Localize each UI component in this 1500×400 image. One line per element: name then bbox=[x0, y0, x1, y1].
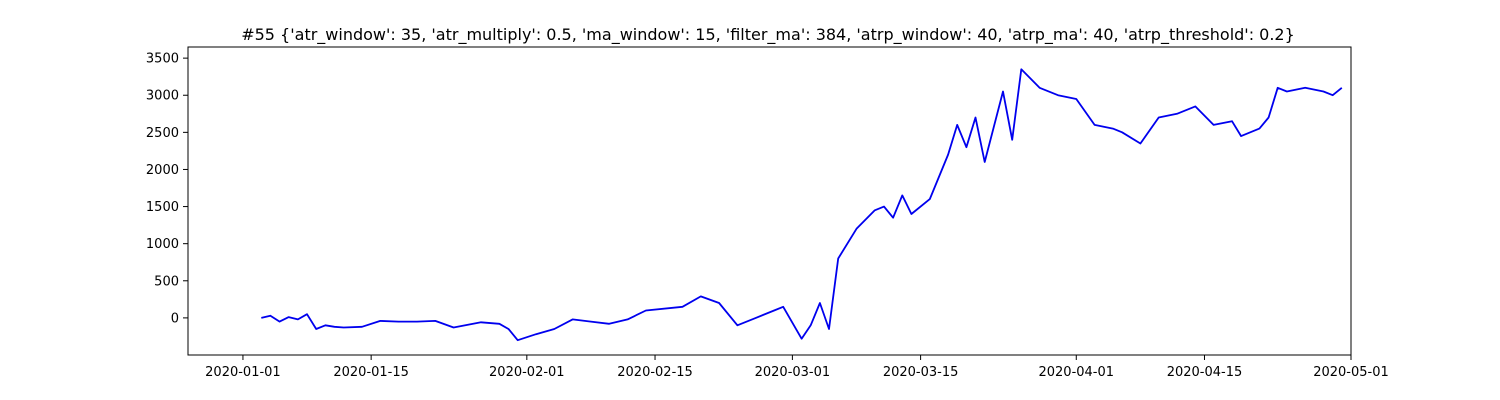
x-tick-label: 2020-04-15 bbox=[1167, 365, 1243, 380]
x-tick-label: 2020-04-01 bbox=[1038, 365, 1114, 380]
x-tick-label: 2020-02-15 bbox=[617, 365, 693, 380]
x-tick-label: 2020-03-01 bbox=[755, 365, 831, 380]
y-tick-label: 2500 bbox=[146, 126, 179, 141]
price-series-line bbox=[261, 68, 1343, 342]
y-tick-label: 500 bbox=[154, 274, 179, 289]
y-tick-label: 2000 bbox=[146, 163, 179, 178]
y-tick-label: 3500 bbox=[146, 52, 179, 67]
x-tick-label: 2020-03-15 bbox=[883, 365, 959, 380]
chart-title: #55 {'atr_window': 35, 'atr_multiply': 0… bbox=[241, 25, 1295, 45]
y-tick-label: 1000 bbox=[146, 237, 179, 252]
y-axis: 0 500 1000 1500 2000 2500 3000 3500 bbox=[146, 52, 188, 326]
x-tick-label: 2020-01-15 bbox=[333, 365, 409, 380]
plot-area-frame bbox=[187, 46, 1352, 356]
x-axis: 2020-01-01 2020-01-15 2020-02-01 2020-02-15… bbox=[205, 355, 1389, 380]
x-tick-label: 2020-05-01 bbox=[1313, 365, 1389, 380]
y-tick-label: 1500 bbox=[146, 200, 179, 215]
y-tick-label: 3000 bbox=[146, 89, 179, 104]
y-tick-label: 0 bbox=[171, 311, 179, 326]
x-tick-label: 2020-02-01 bbox=[489, 365, 565, 380]
x-tick-label: 2020-01-01 bbox=[205, 365, 281, 380]
